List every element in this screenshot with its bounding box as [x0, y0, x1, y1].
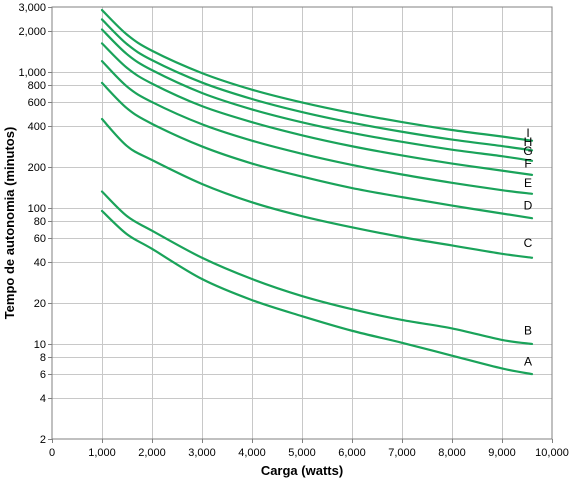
- y-tick-label: 6: [40, 369, 46, 381]
- x-axis-ticks: 0 1,000 2,000 3,000 4,000 5,000 6,000 7,000 8,00…: [49, 439, 569, 459]
- y-tick-label: 800: [28, 80, 46, 92]
- y-tick-label: 1,000: [18, 67, 46, 79]
- series-label-d: D: [524, 199, 533, 213]
- series-label-f: F: [524, 157, 531, 171]
- y-tick-label: 200: [28, 162, 46, 174]
- y-tick-label: 80: [34, 216, 46, 228]
- x-tick-label: 7,000: [388, 447, 416, 459]
- series-label-g: G: [523, 144, 532, 158]
- gridlines: [52, 7, 552, 439]
- y-tick-label: 8: [40, 352, 46, 364]
- x-tick-label: 6,000: [338, 447, 366, 459]
- x-tick-label: 3,000: [188, 447, 216, 459]
- x-tick-label: 4,000: [238, 447, 266, 459]
- y-tick-label: 2: [40, 434, 46, 446]
- series-line-c: [100, 117, 534, 259]
- series-label-h: H: [524, 135, 533, 149]
- series-line-e: [100, 60, 534, 195]
- x-tick-label: 10,000: [535, 447, 569, 459]
- y-tick-label: 600: [28, 97, 46, 109]
- y-tick-label: 40: [34, 257, 46, 269]
- series-line-a: [100, 209, 534, 376]
- series-line-d: [100, 81, 534, 220]
- series-line-b: [100, 190, 534, 346]
- y-tick-label: 60: [34, 233, 46, 245]
- series-line-h: [100, 18, 534, 152]
- y-tick-label: 10: [34, 339, 46, 351]
- series-lines: [100, 8, 534, 376]
- y-tick-label: 100: [28, 203, 46, 215]
- y-tick-label: 3,000: [18, 2, 46, 14]
- y-tick-label: 2,000: [18, 26, 46, 38]
- y-tick-label: 20: [34, 298, 46, 310]
- x-axis-title: Carga (watts): [261, 463, 343, 478]
- x-tick-label: 2,000: [138, 447, 166, 459]
- x-tick-label: 9,000: [488, 447, 516, 459]
- series-label-e: E: [524, 176, 532, 190]
- series-line-g: [100, 28, 534, 162]
- series-label-b: B: [524, 323, 532, 337]
- y-axis-title: Tempo de autonomia (minutos): [2, 127, 17, 320]
- x-tick-label: 0: [49, 447, 55, 459]
- x-tick-label: 8,000: [438, 447, 466, 459]
- series-label-a: A: [524, 355, 532, 369]
- x-tick-label: 5,000: [288, 447, 316, 459]
- x-tick-label: 1,000: [88, 447, 116, 459]
- series-line-f: [100, 42, 534, 176]
- y-tick-label: 400: [28, 121, 46, 133]
- series-label-c: C: [524, 236, 533, 250]
- y-tick-label: 4: [40, 393, 46, 405]
- series-label-i: I: [526, 126, 529, 140]
- series-line-i: [100, 8, 534, 142]
